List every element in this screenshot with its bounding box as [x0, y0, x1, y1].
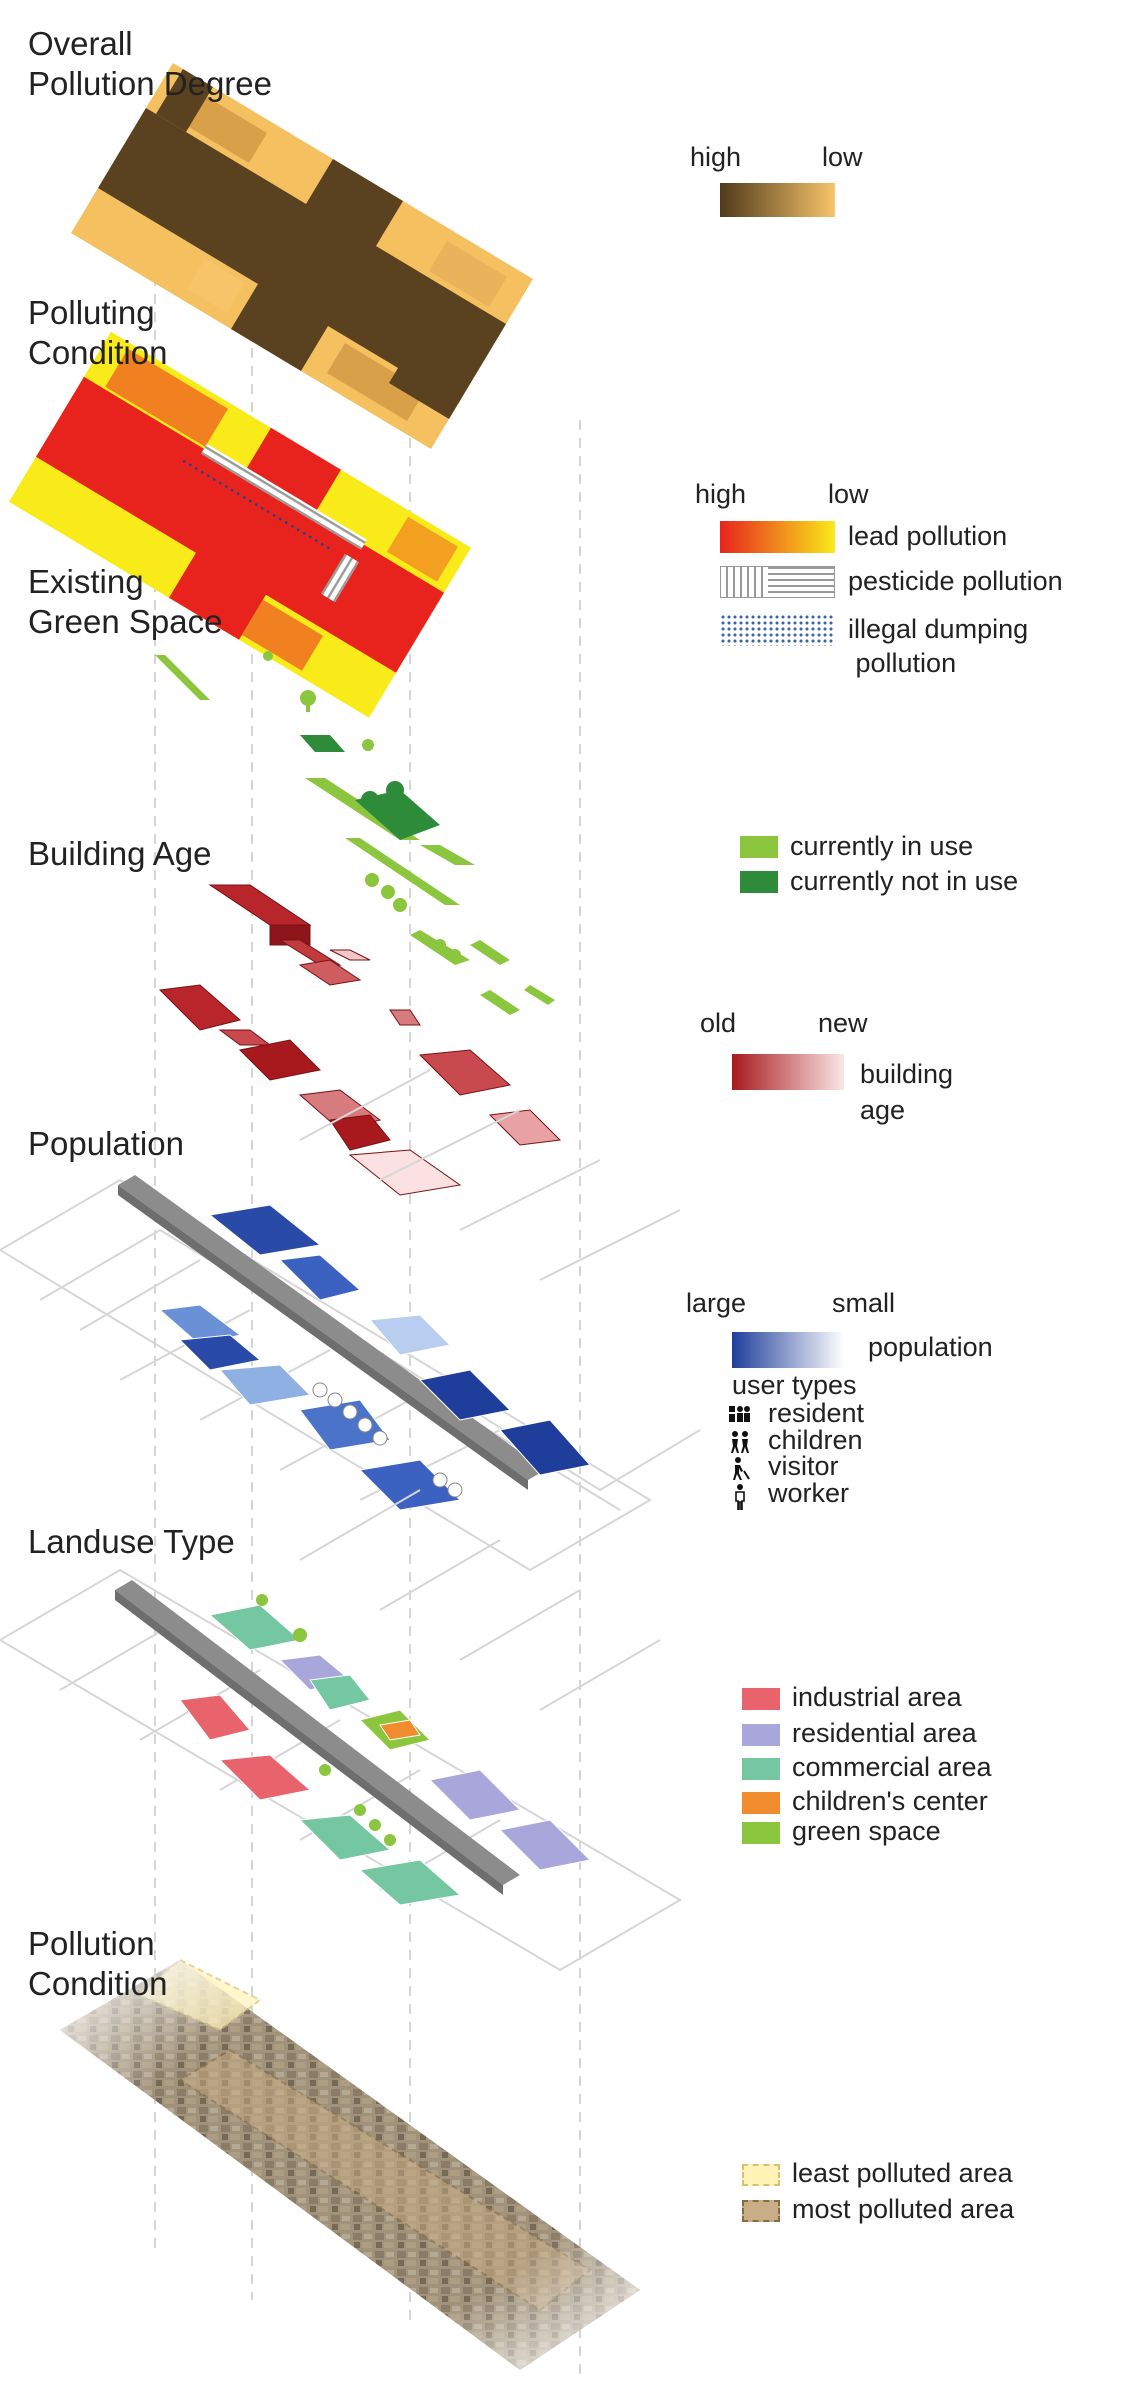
layer-title-polluting-condition: Polluting Condition [28, 294, 168, 371]
legend-pesticide-pollution-swatch [720, 566, 835, 598]
legend-pollution-degree-gradient [720, 183, 835, 217]
legend-lead-pollution-swatch [720, 521, 835, 553]
legend-industrial-label: industrial area [792, 1682, 962, 1712]
legend-not-in-use-swatch [740, 871, 778, 893]
layer-title-landuse-type: Landuse Type [28, 1523, 235, 1560]
legend-residential-label: residential area [792, 1718, 977, 1748]
legend-building-age-gradient [732, 1054, 844, 1090]
legend-industrial-swatch [742, 1688, 780, 1710]
legend-green-space-label: green space [792, 1816, 941, 1846]
legend-green-space-swatch [742, 1822, 780, 1844]
legend-small-label: small [832, 1288, 896, 1318]
legend-illegal-dumping-label: illegal dumping pollution [848, 614, 1029, 678]
worker-icon [732, 1484, 748, 1515]
legend-most-polluted-swatch [742, 2200, 780, 2222]
visitor-icon [730, 1457, 752, 1486]
legend-high-label: high [690, 142, 742, 172]
children-icon [728, 1430, 752, 1459]
legend-pesticide-pollution-label: pesticide pollution [848, 566, 1063, 596]
legend-worker-label: worker [768, 1478, 850, 1508]
legend-in-use-label: currently in use [790, 831, 974, 861]
resident-icon [728, 1404, 752, 1431]
legend-childrens-center-label: children's center [792, 1786, 988, 1816]
legend-visitor-label: visitor [768, 1451, 839, 1481]
layer-title-existing-green-space: Existing Green Space [28, 563, 223, 640]
legend-childrens-center-swatch [742, 1792, 780, 1814]
legend-large-label: large [686, 1288, 747, 1318]
legend-residential-swatch [742, 1724, 780, 1746]
layer-title-pollution-condition: Pollution Condition [28, 1925, 168, 2002]
layer-title-overall-pollution-degree: Overall Pollution Degree [28, 25, 272, 102]
legend-most-polluted-label: most polluted area [792, 2194, 1015, 2224]
legend-not-in-use-label: currently not in use [790, 866, 1019, 896]
layer-title-population: Population [28, 1125, 184, 1162]
legend-low-label: low [822, 142, 863, 172]
legend-least-polluted-swatch [742, 2164, 780, 2186]
legend-population-gradient [732, 1332, 844, 1368]
layer-title-building-age: Building Age [28, 835, 212, 872]
legend-low-label: low [828, 479, 869, 509]
legend-old-label: old [700, 1008, 737, 1038]
legend-children-label: children [768, 1425, 863, 1455]
legend-lead-pollution-label: lead pollution [848, 521, 1008, 551]
legend-resident-label: resident [768, 1398, 865, 1428]
legend-commercial-swatch [742, 1758, 780, 1780]
legend-in-use-swatch [740, 836, 778, 858]
legend-population-label: population [868, 1332, 993, 1362]
legend-building-age-label: building age [860, 1059, 954, 1125]
legend-illegal-dumping-swatch [720, 614, 835, 646]
legend-high-label: high [695, 479, 747, 509]
legend-new-label: new [818, 1008, 868, 1038]
legend-least-polluted-label: least polluted area [792, 2158, 1013, 2188]
legend-user-types-title: user types [732, 1370, 857, 1400]
legend-commercial-label: commercial area [792, 1752, 992, 1782]
